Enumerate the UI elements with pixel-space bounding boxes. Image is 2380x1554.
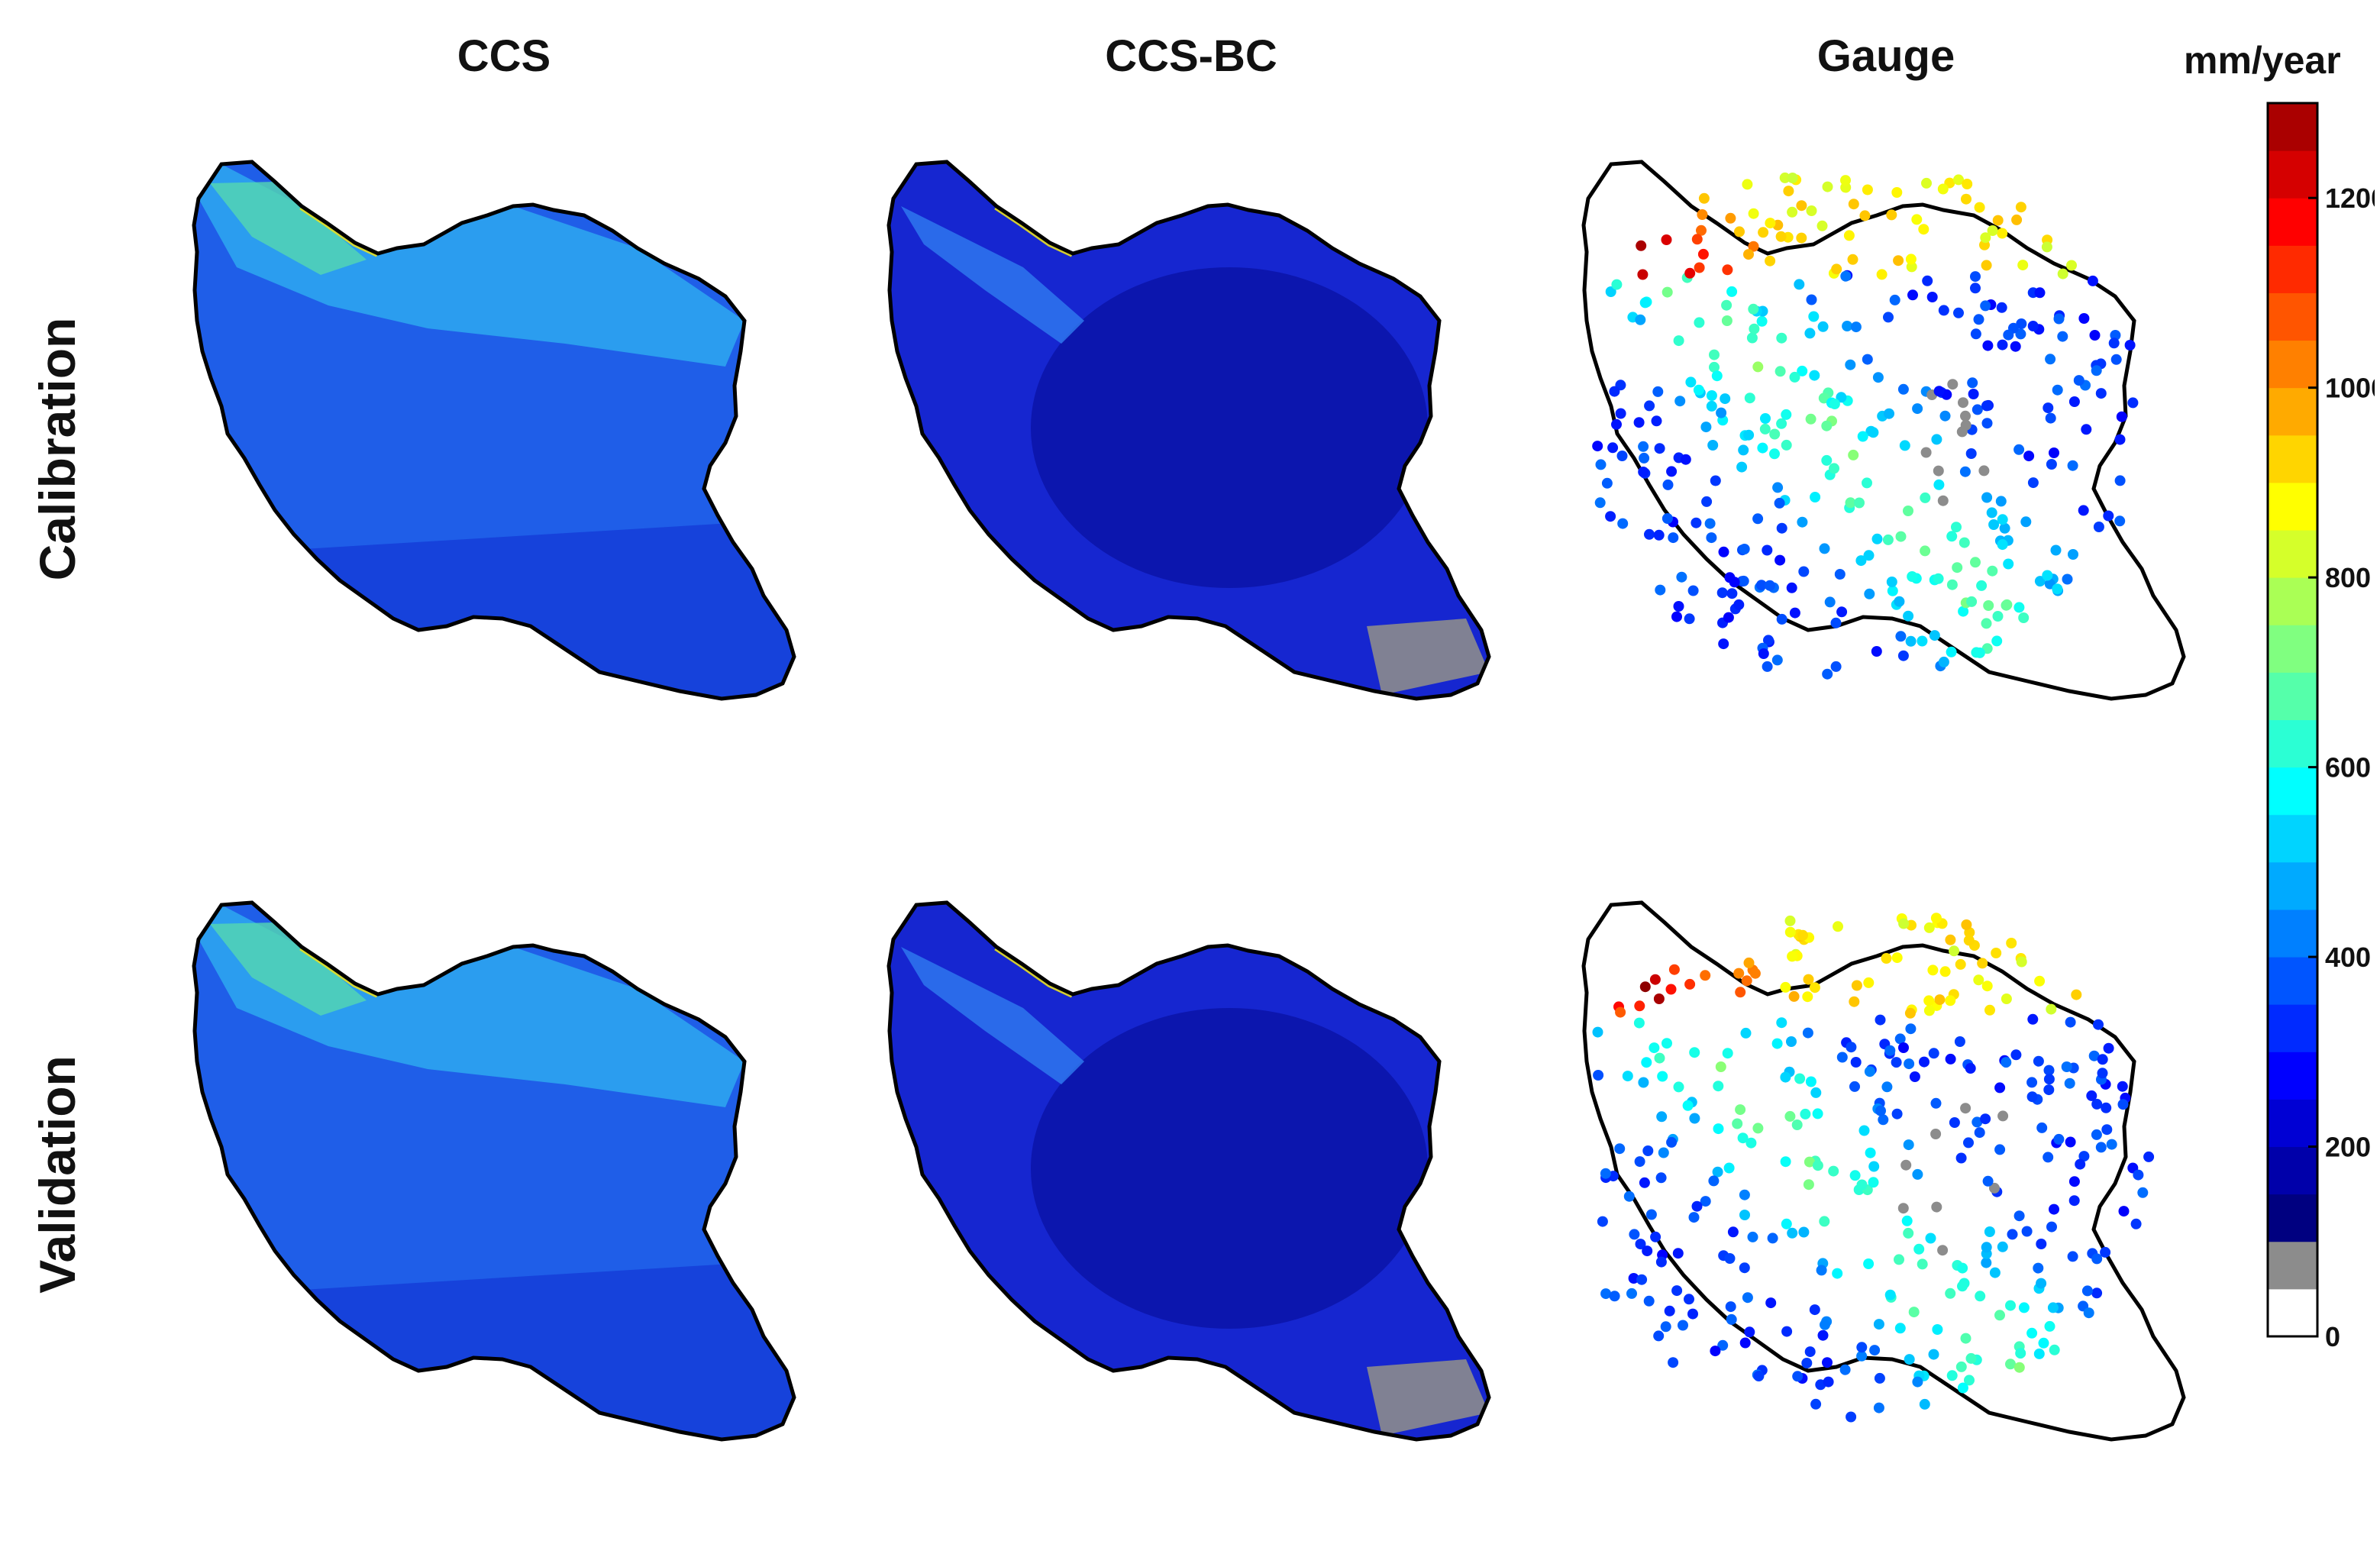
colorbar-tick-label: 1000 [2325, 373, 2375, 404]
colorbar-tick-label: 1200 [2325, 183, 2375, 214]
colorbar-tick-label: 200 [2325, 1132, 2371, 1163]
colorbar-tick-label: 800 [2325, 562, 2371, 593]
column-title-gauge: Gauge [1816, 31, 1955, 81]
map-calibration-ccs-bc [886, 160, 1491, 701]
colorbar-tick-label: 400 [2325, 942, 2371, 973]
column-title-ccs-bc: CCS-BC [1105, 31, 1277, 81]
colorbar: 0 200 400 600 800 1000 1200 [2266, 102, 2375, 1348]
map-validation-ccs-bc [886, 900, 1491, 1442]
colorbar-tick-label: 0 [2325, 1321, 2340, 1348]
map-validation-gauge [1581, 900, 2186, 1442]
row-title-validation: Validation [29, 1055, 86, 1294]
colorbar-unit-label: mm/year [2184, 39, 2341, 82]
map-calibration-ccs [192, 160, 796, 701]
row-title-calibration: Calibration [29, 317, 86, 581]
map-validation-ccs [192, 900, 796, 1442]
column-title-ccs: CCS [457, 31, 551, 81]
colorbar-tick-label: 600 [2325, 752, 2371, 783]
map-calibration-gauge [1581, 160, 2186, 701]
